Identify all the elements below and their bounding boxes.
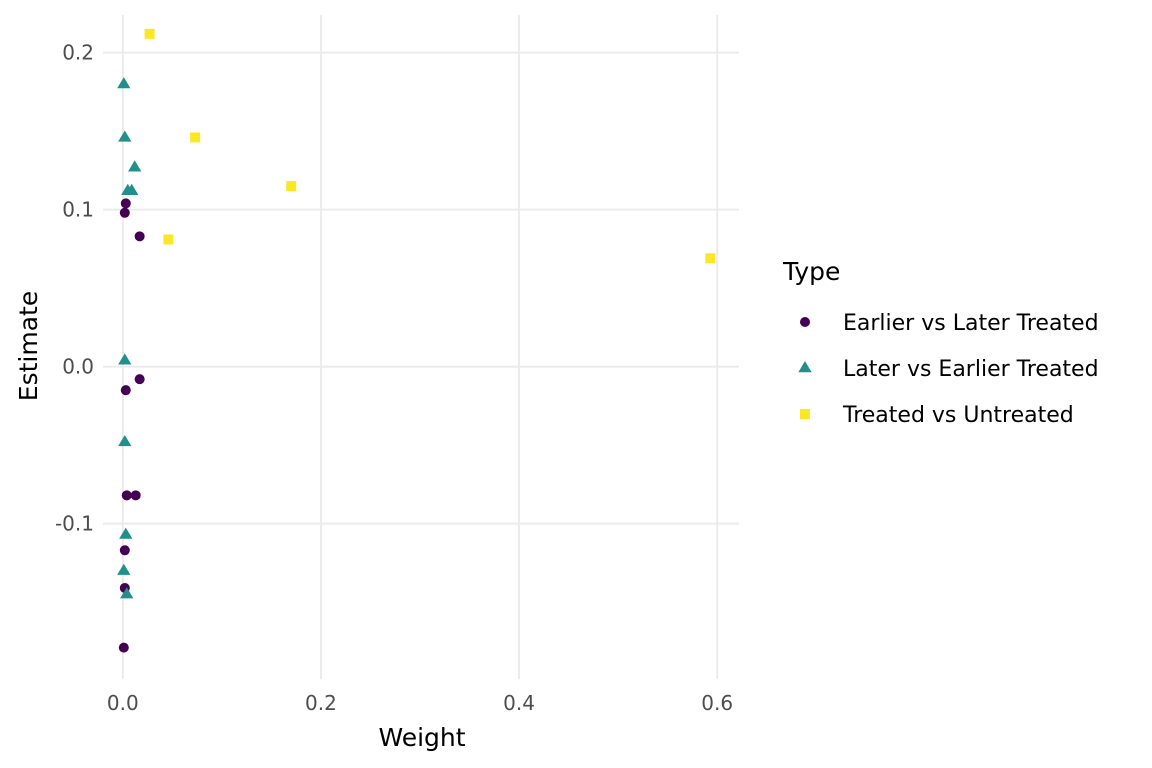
y-tick-label: 0.0 (62, 355, 94, 379)
legend-label: Treated vs Untreated (842, 403, 1074, 428)
data-point-triangle (120, 587, 134, 599)
data-point-circle (119, 545, 130, 556)
y-tick-label: -0.1 (55, 512, 94, 536)
data-point-triangle (119, 527, 133, 539)
data-point-square (286, 181, 297, 192)
x-axis-title: Weight (378, 723, 465, 752)
data-point-circle (118, 642, 129, 653)
legend-key-square (800, 409, 810, 419)
data-points (117, 28, 716, 653)
x-axis-ticks: 0.0 0.2 0.4 0.6 (107, 691, 733, 715)
legend: Type Earlier vs Later Treated Later vs Ea… (782, 257, 1099, 428)
data-point-triangle (128, 160, 142, 172)
y-axis-title: Estimate (14, 291, 43, 401)
data-point-square (163, 234, 174, 245)
legend-title: Type (782, 257, 840, 286)
x-tick-label: 0.4 (503, 691, 535, 715)
grid (103, 15, 739, 679)
data-point-square (144, 28, 155, 39)
y-axis-ticks: -0.1 0.0 0.1 0.2 (55, 41, 94, 536)
data-point-triangle (117, 563, 131, 575)
legend-label: Earlier vs Later Treated (843, 311, 1099, 336)
y-tick-label: 0.1 (62, 198, 94, 222)
x-tick-label: 0.6 (701, 691, 733, 715)
data-point-square (190, 132, 201, 143)
data-point-triangle (118, 130, 132, 142)
data-point-square (705, 253, 716, 264)
legend-key-circle (800, 317, 810, 327)
legend-label: Later vs Earlier Treated (843, 357, 1099, 382)
x-tick-label: 0.2 (305, 691, 337, 715)
data-point-triangle (118, 434, 132, 447)
data-point-circle (119, 207, 130, 218)
data-point-circle (134, 231, 145, 242)
data-point-circle (134, 374, 145, 385)
data-point-triangle (117, 77, 131, 89)
data-point-circle (130, 490, 141, 501)
data-point-circle (120, 385, 131, 396)
data-point-triangle (118, 353, 132, 365)
data-point-triangle (125, 183, 139, 196)
y-tick-label: 0.2 (62, 41, 94, 65)
x-tick-label: 0.0 (107, 691, 139, 715)
legend-key-triangle (798, 361, 812, 373)
data-point-circle (120, 198, 131, 209)
data-point-circle (121, 490, 132, 501)
